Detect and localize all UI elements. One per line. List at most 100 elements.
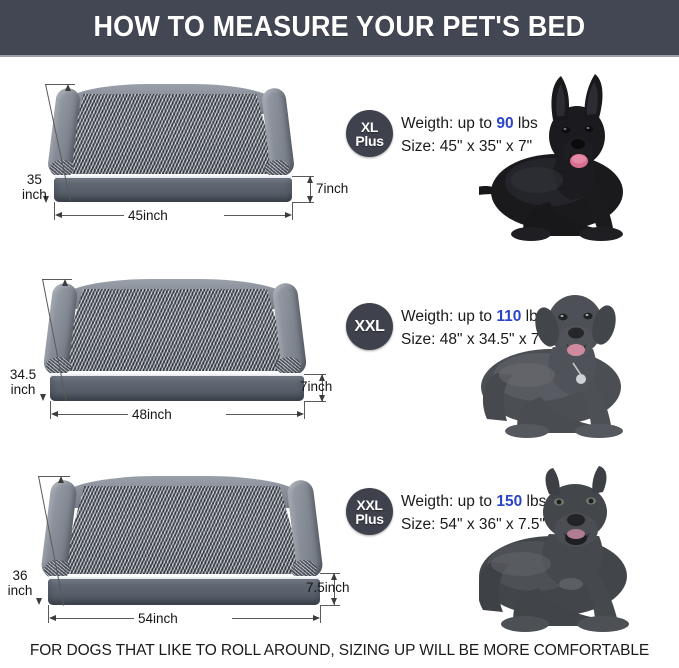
width-dim-line-right	[224, 215, 288, 216]
width-dim-left-tick	[54, 202, 55, 220]
badge-line-1: XL	[360, 118, 379, 135]
footer-note: FOR DOGS THAT LIKE TO ROLL AROUND, SIZIN…	[29, 642, 650, 659]
height-dim-line	[310, 176, 311, 202]
width-dim-arrow-right	[313, 615, 320, 621]
badge-line-2: Plus	[355, 132, 384, 149]
size-row-xl-plus: 35 inch 45inch 7inch XL Plus Weigth: up …	[0, 62, 679, 250]
width-dim-label: 48inch	[132, 407, 172, 422]
height-dim-arrow-top	[307, 176, 313, 183]
size-info-xl-plus: XL Plus Weigth: up to 90 lbs Size: 45" x…	[341, 62, 541, 250]
badge-line-2: Plus	[355, 510, 384, 527]
bed-diagram-xxl: 34.5 inch 48inch 7inch	[0, 255, 340, 443]
bed-inner-cushion	[62, 94, 278, 174]
bed-diagram-xxl-plus: 36 inch 54inch 7.5inch	[0, 450, 350, 638]
height-dim-arrow-bottom	[331, 598, 337, 605]
bed-piping	[54, 175, 292, 178]
depth-dim-arrow-bottom	[43, 196, 49, 203]
depth-dim-arrow-top	[62, 279, 68, 286]
spec-weight-value: 110	[496, 308, 522, 325]
great-dane-illustration	[481, 295, 623, 438]
spec-weight-prefix: Weigth: up to	[401, 308, 497, 325]
german-shepherd-illustration	[479, 74, 623, 241]
spec-weight-prefix: Weigth: up to	[401, 115, 497, 132]
height-dim-label: 7.5inch	[306, 580, 350, 595]
size-row-xxl-plus: 36 inch 54inch 7.5inch XXL Plus Weigth: …	[0, 450, 679, 638]
depth-dim-label: 34.5 inch	[9, 367, 37, 397]
spec-size: Size: 48" x 34.5" x 7"	[401, 331, 546, 348]
height-dim-bottom-tick	[304, 401, 326, 402]
spec-weight: Weigth: up to 150 lbs	[401, 492, 546, 512]
width-dim-left-tick	[50, 401, 51, 419]
bed-diagram-xl-plus: 35 inch 45inch 7inch	[0, 62, 348, 250]
width-dim-right-tick	[292, 202, 293, 220]
height-dim-bottom-tick	[320, 605, 340, 606]
dog-photo-gray-cane-corso	[479, 450, 679, 638]
dog-photo-gray-great-dane	[479, 255, 679, 443]
depth-dim-label: 36 inch	[7, 568, 33, 598]
badge-line-1: XXL	[354, 318, 385, 335]
spec-size: Size: 45" x 35" x 7"	[401, 138, 533, 155]
width-dim-line-left	[52, 618, 134, 619]
dog-photo-black-german-shepherd	[479, 62, 679, 250]
height-dim-bottom-tick	[292, 202, 314, 203]
height-dim-label: 7inch	[316, 181, 349, 196]
bed-front-base	[54, 178, 292, 202]
height-dim-arrow-bottom	[307, 196, 313, 203]
width-dim-line-left	[54, 414, 128, 415]
page-header: HOW TO MEASURE YOUR PET'S BED	[0, 0, 679, 57]
height-dim-arrow-bottom	[319, 395, 325, 402]
depth-dim-arrow-top	[58, 476, 64, 483]
cane-corso-illustration	[479, 466, 629, 632]
width-dim-line-left	[58, 215, 124, 216]
width-dim-arrow-right	[285, 212, 292, 218]
bed-front-base	[50, 376, 304, 401]
width-dim-label: 54inch	[138, 611, 178, 626]
size-badge-xxl: XXL	[346, 303, 393, 350]
width-dim-arrow-left	[49, 615, 56, 621]
depth-dim-label: 35 inch	[22, 172, 47, 202]
spec-block: Weigth: up to 150 lbs Size: 54" x 36" x …	[401, 492, 546, 535]
height-dim-top-tick	[292, 176, 314, 177]
width-dim-arrow-left	[55, 212, 62, 218]
width-dim-line-right	[226, 414, 300, 415]
spec-weight-unit: lbs	[513, 115, 538, 132]
bed-inner-cushion	[60, 289, 290, 371]
height-dim-arrow-top	[319, 374, 325, 381]
spec-weight: Weigth: up to 90 lbs	[401, 114, 538, 134]
width-dim-arrow-left	[51, 411, 58, 417]
bed-right-bolster-cap	[291, 560, 317, 579]
height-dim-line	[322, 374, 323, 401]
badge-line-1: XXL	[356, 496, 383, 513]
depth-dim-arrow-bottom	[40, 394, 46, 401]
width-dim-right-tick	[304, 401, 305, 419]
size-badge-xxl-plus: XXL Plus	[346, 488, 393, 535]
width-dim-left-tick	[48, 605, 49, 623]
bed-right-bolster-cap	[265, 160, 289, 177]
bed-piping	[48, 576, 320, 579]
height-dim-top-tick	[320, 573, 340, 574]
size-info-xxl-plus: XXL Plus Weigth: up to 150 lbs Size: 54"…	[341, 450, 546, 638]
page-title: HOW TO MEASURE YOUR PET'S BED	[93, 11, 586, 43]
bed-right-bolster-cap	[276, 357, 301, 375]
spec-weight-value: 90	[496, 115, 514, 132]
bed-piping	[50, 373, 304, 376]
size-badge-xl-plus: XL Plus	[346, 110, 393, 157]
width-dim-line-right	[232, 618, 314, 619]
height-dim-top-tick	[304, 374, 326, 375]
depth-dim-top-tick	[45, 84, 75, 85]
depth-dim-arrow-bottom	[36, 598, 42, 605]
depth-dim-top-tick	[38, 476, 70, 477]
spec-block: Weigth: up to 90 lbs Size: 45" x 35" x 7…	[401, 114, 538, 157]
size-row-xxl: 34.5 inch 48inch 7inch XXL Weigth: up to…	[0, 255, 679, 443]
spec-size: Size: 54" x 36" x 7.5"	[401, 516, 546, 533]
bed-front-base	[48, 579, 320, 605]
depth-dim-top-tick	[42, 279, 72, 280]
spec-weight-prefix: Weigth: up to	[401, 493, 497, 510]
spec-weight-value: 150	[496, 493, 523, 510]
depth-dim-arrow-top	[65, 84, 71, 91]
height-dim-line	[334, 573, 335, 605]
bed-inner-cushion	[60, 486, 304, 574]
height-dim-label: 7inch	[300, 379, 333, 394]
width-dim-right-tick	[320, 605, 321, 623]
width-dim-arrow-right	[297, 411, 304, 417]
